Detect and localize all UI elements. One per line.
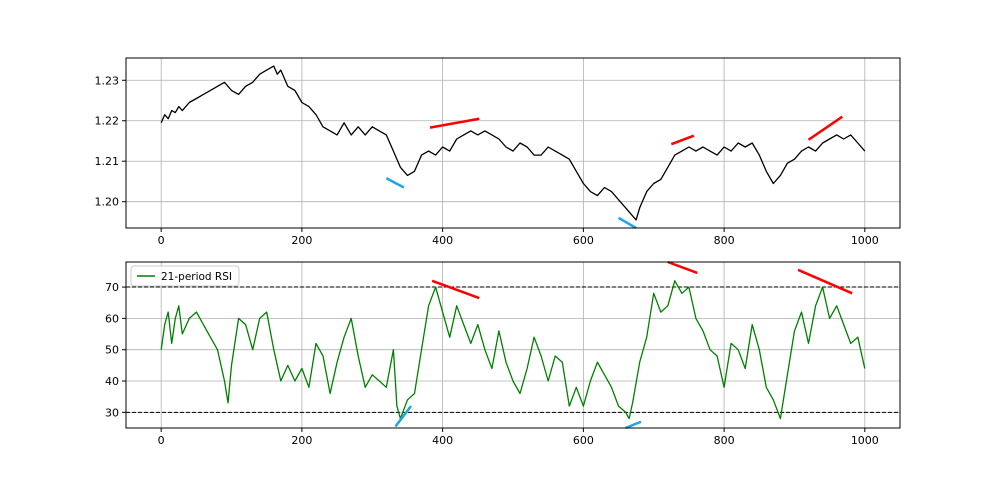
rsi-axes-frame <box>125 261 901 429</box>
price-annotation-line-1 <box>670 134 695 146</box>
rsi-annotation-line-2 <box>797 268 853 295</box>
price-xtick-label: 400 <box>432 234 453 247</box>
rsi-xtick-label: 400 <box>432 434 453 447</box>
rsi-legend-box <box>130 265 240 287</box>
rsi-xtick-label: 800 <box>714 434 735 447</box>
price-ytick-label: 1.20 <box>95 196 120 209</box>
rsi-ytick-label: 60 <box>105 312 119 325</box>
rsi-xtick-label: 1000 <box>851 434 879 447</box>
price-ytick-label: 1.21 <box>95 155 120 168</box>
rsi-xtick-label: 0 <box>158 434 165 447</box>
rsi-xtick-label: 200 <box>291 434 312 447</box>
price-axes-frame <box>125 57 901 229</box>
price-series-line-0 <box>160 65 866 221</box>
price-xtick-label: 600 <box>573 234 594 247</box>
price-xtick-label: 200 <box>291 234 312 247</box>
rsi-ytick-label: 50 <box>105 344 119 357</box>
rsi-legend: 21-period RSI <box>130 265 240 287</box>
rsi-legend-label: 21-period RSI <box>161 271 232 283</box>
rsi-ytick-label: 30 <box>105 406 119 419</box>
price-annotation-line-4 <box>617 216 637 230</box>
price-ytick-label: 1.22 <box>95 115 120 128</box>
price-annotation-line-3 <box>385 177 405 189</box>
rsi-annotation-line-3 <box>394 405 412 428</box>
price-xtick-label: 800 <box>714 234 735 247</box>
price-annotation-line-2 <box>807 115 844 141</box>
rsi-annotation-line-4 <box>625 420 642 430</box>
rsi-annotation-line-1 <box>667 260 698 275</box>
price-annotation-line-0 <box>429 117 480 129</box>
rsi-ytick-label: 40 <box>105 375 119 388</box>
price-panel: 0 200 400 600 800 1000 1.20 1.21 1.22 1.23 <box>95 57 901 247</box>
price-ytick-label: 1.23 <box>95 74 120 87</box>
price-xtick-label: 1000 <box>851 234 879 247</box>
price-xtick-label: 0 <box>158 234 165 247</box>
rsi-ytick-label: 70 <box>105 281 119 294</box>
rsi-annotation-line-0 <box>431 279 480 300</box>
rsi-panel: 0 200 400 600 800 1000 30 40 50 60 70 21-period RSI <box>105 260 901 447</box>
rsi-series-line-0 <box>160 280 866 420</box>
rsi-xtick-label: 600 <box>573 434 594 447</box>
